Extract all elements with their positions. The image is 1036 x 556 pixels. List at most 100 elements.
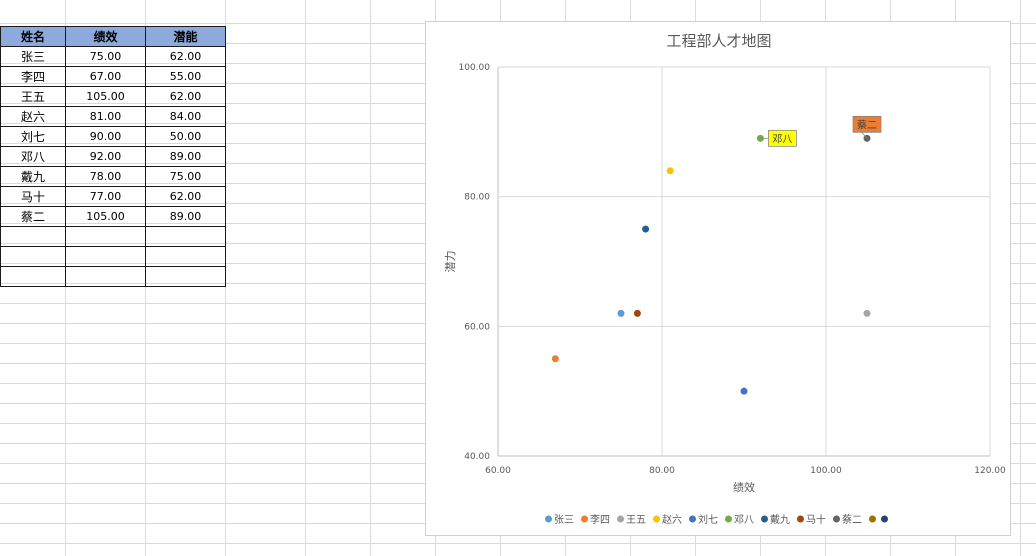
cell-name[interactable]: 马十	[0, 186, 66, 207]
cell-performance[interactable]: 105.00	[65, 86, 146, 107]
legend-item[interactable]: 王五	[617, 515, 646, 526]
legend-label: 蔡二	[842, 513, 862, 526]
cell-potential[interactable]: 89.00	[145, 206, 226, 227]
legend-label: 戴九	[770, 513, 790, 526]
data-point[interactable]	[633, 309, 641, 317]
table-row: 马十 77.00 62.00	[0, 186, 226, 207]
cell-name[interactable]: 王五	[0, 86, 66, 107]
y-tick-label: 80.00	[464, 193, 490, 203]
header-potential[interactable]: 潜能	[145, 26, 226, 47]
legend-item[interactable]: 戴九	[761, 513, 790, 526]
table-row: 刘七 90.00 50.00	[0, 126, 226, 147]
data-point[interactable]	[666, 167, 674, 175]
cell-potential[interactable]: 55.00	[145, 66, 226, 87]
table-row	[0, 226, 226, 247]
legend-label: 李四	[590, 513, 610, 526]
cell-potential[interactable]: 84.00	[145, 106, 226, 127]
legend-label: 刘七	[698, 514, 718, 526]
cell-performance[interactable]	[65, 226, 146, 247]
table-row: 李四 67.00 55.00	[0, 66, 226, 87]
table-row: 张三 75.00 62.00	[0, 46, 226, 67]
cell-performance[interactable]	[65, 266, 146, 287]
x-tick-label: 120.00	[974, 466, 1006, 476]
legend-item[interactable]: 邓八	[725, 514, 754, 526]
cell-name[interactable]: 张三	[0, 46, 66, 67]
cell-performance[interactable]: 90.00	[65, 126, 146, 147]
data-table: 姓名 绩效 潜能 张三 75.00 62.00 李四 67.00 55.00 王五 105.0…	[0, 26, 226, 287]
table-header-row: 姓名 绩效 潜能	[0, 26, 226, 47]
legend-marker	[653, 515, 660, 523]
data-point[interactable]	[863, 309, 871, 317]
cell-name[interactable]: 刘七	[0, 126, 66, 147]
legend-item[interactable]	[869, 515, 876, 523]
callout-label[interactable]: 蔡二	[852, 115, 882, 139]
y-tick-label: 100.00	[459, 63, 491, 73]
chart-canvas: 工程部人才地图 60.00 80.00 100.00 120.00 40.00 60.00 8…	[443, 32, 1006, 526]
legend-marker	[617, 515, 624, 523]
legend-marker	[725, 515, 732, 523]
cell-name[interactable]	[0, 266, 66, 287]
legend-label: 王五	[626, 515, 646, 526]
legend-label: 马十	[806, 513, 826, 526]
cell-potential[interactable]: 62.00	[145, 86, 226, 107]
legend-marker	[761, 515, 768, 523]
x-tick-label: 80.00	[649, 466, 675, 476]
table-row: 蔡二 105.00 89.00	[0, 206, 226, 227]
cell-name[interactable]: 李四	[0, 66, 66, 87]
cell-potential[interactable]: 62.00	[145, 46, 226, 67]
cell-potential[interactable]	[145, 246, 226, 267]
cell-potential[interactable]	[145, 226, 226, 247]
legend-marker	[869, 515, 876, 523]
legend-label: 赵六	[662, 513, 682, 526]
cell-potential[interactable]: 50.00	[145, 126, 226, 147]
cell-name[interactable]: 邓八	[0, 146, 66, 167]
cell-potential[interactable]: 89.00	[145, 146, 226, 167]
legend-marker	[797, 515, 804, 523]
cell-performance[interactable]: 92.00	[65, 146, 146, 167]
legend-item[interactable]: 赵六	[653, 513, 682, 526]
cell-performance[interactable]: 77.00	[65, 186, 146, 207]
cell-potential[interactable]: 75.00	[145, 166, 226, 187]
cell-name[interactable]	[0, 246, 66, 267]
x-axis-label: 绩效	[733, 480, 755, 494]
legend-item[interactable]: 蔡二	[833, 513, 862, 526]
callout-box	[852, 115, 882, 133]
legend-marker	[833, 515, 840, 523]
data-point[interactable]	[642, 225, 650, 233]
cell-performance[interactable]: 81.00	[65, 106, 146, 127]
legend-item[interactable]: 李四	[581, 513, 610, 526]
data-point[interactable]	[617, 309, 625, 317]
cell-potential[interactable]	[145, 266, 226, 287]
legend-item[interactable]: 马十	[797, 513, 826, 526]
x-tick-label: 100.00	[810, 466, 842, 476]
legend-marker	[545, 515, 552, 523]
cell-performance[interactable]: 67.00	[65, 66, 146, 87]
legend-label: 张三	[554, 514, 574, 526]
legend-item[interactable]	[881, 515, 888, 523]
cell-performance[interactable]: 78.00	[65, 166, 146, 187]
chart-title: 工程部人才地图	[666, 32, 771, 50]
callout-label[interactable]: 邓八	[760, 129, 797, 147]
y-tick-label: 40.00	[464, 452, 490, 462]
x-tick-label: 60.00	[485, 466, 511, 476]
data-point[interactable]	[740, 387, 748, 395]
cell-name[interactable]: 赵六	[0, 106, 66, 127]
cell-name[interactable]: 戴九	[0, 166, 66, 187]
header-name[interactable]: 姓名	[0, 26, 66, 47]
header-performance[interactable]: 绩效	[65, 26, 146, 47]
scatter-chart[interactable]: 工程部人才地图 60.00 80.00 100.00 120.00 40.00 60.00 8…	[425, 21, 1011, 536]
cell-performance[interactable]: 105.00	[65, 206, 146, 227]
callout-box	[768, 129, 797, 147]
cell-performance[interactable]: 75.00	[65, 46, 146, 67]
data-point[interactable]	[551, 355, 559, 363]
table-row	[0, 266, 226, 287]
legend-marker	[881, 515, 888, 523]
cell-name[interactable]	[0, 226, 66, 247]
legend-item[interactable]: 张三	[545, 514, 574, 526]
cell-name[interactable]: 蔡二	[0, 206, 66, 227]
legend-marker	[689, 515, 696, 523]
table-row	[0, 246, 226, 267]
cell-performance[interactable]	[65, 246, 146, 267]
legend-item[interactable]: 刘七	[689, 514, 718, 526]
cell-potential[interactable]: 62.00	[145, 186, 226, 207]
